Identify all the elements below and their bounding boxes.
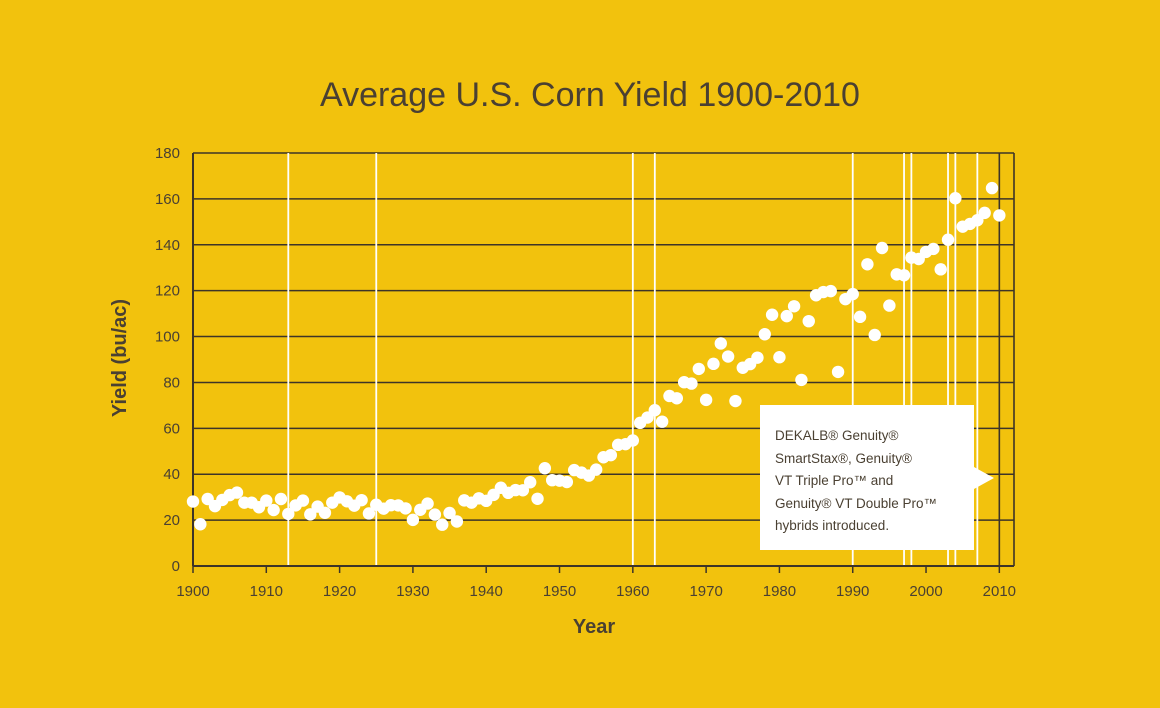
y-tick-label: 60	[163, 420, 180, 437]
data-point	[883, 299, 896, 312]
data-point	[861, 258, 874, 271]
data-point	[787, 300, 801, 313]
y-tick-label: 0	[172, 558, 180, 575]
data-point	[670, 392, 684, 405]
data-point	[428, 508, 442, 521]
data-point	[186, 495, 200, 508]
data-point	[993, 209, 1006, 222]
x-tick-label: 1990	[836, 583, 869, 600]
data-point	[773, 351, 786, 364]
x-axis-label: Year	[573, 616, 615, 638]
x-tick-label: 1920	[323, 583, 356, 600]
data-point	[729, 394, 742, 408]
data-point	[868, 328, 881, 342]
data-point	[230, 486, 244, 499]
data-point	[831, 365, 845, 379]
data-point	[531, 492, 544, 505]
data-point	[802, 314, 815, 328]
data-point	[589, 463, 603, 476]
annotation-line: DEKALB® Genuity®	[775, 428, 899, 443]
x-tick-label: 1960	[616, 583, 649, 600]
data-point	[626, 434, 640, 447]
y-tick-label: 140	[155, 237, 180, 254]
annotation-line: Genuity® VT Double Pro™	[775, 495, 938, 511]
vertical-marker-lines	[287, 153, 1015, 566]
data-point	[714, 337, 727, 350]
annotation-line: SmartStax®, Genuity®	[775, 450, 912, 466]
data-point	[443, 506, 456, 520]
data-point	[685, 377, 698, 390]
grid-lines	[193, 152, 1014, 567]
data-point	[795, 373, 808, 387]
data-point	[692, 362, 705, 376]
data-point	[355, 493, 368, 507]
y-tick-labels: 0 20 40 60 80 100 120 140 160 180	[155, 145, 180, 575]
y-tick-label: 100	[155, 329, 180, 346]
data-point	[648, 404, 662, 417]
x-tick-label: 1980	[763, 583, 796, 600]
data-point	[304, 508, 317, 521]
data-point	[260, 494, 273, 507]
data-point	[780, 309, 793, 323]
data-point	[318, 506, 332, 519]
data-point	[978, 206, 991, 220]
data-point	[934, 263, 947, 276]
data-point	[399, 502, 412, 515]
data-point	[450, 515, 464, 528]
y-tick-label: 160	[155, 191, 180, 208]
data-point	[516, 484, 530, 497]
data-point	[875, 241, 889, 255]
data-point	[421, 497, 434, 510]
data-point	[824, 284, 837, 298]
data-point	[758, 328, 771, 341]
annotation-line: hybrids introduced.	[775, 518, 890, 533]
data-point	[362, 507, 376, 520]
data-point	[436, 518, 449, 531]
data-point	[267, 503, 280, 517]
y-tick-label: 80	[163, 374, 180, 391]
data-point	[699, 393, 713, 407]
annotation-callout: DEKALB® Genuity® SmartStax®, Genuity® VT…	[760, 405, 974, 550]
y-tick-label: 120	[155, 283, 180, 300]
data-point	[194, 518, 207, 531]
data-point	[985, 181, 999, 195]
x-tick-label: 1900	[176, 583, 209, 600]
data-point	[296, 494, 310, 507]
x-tick-label: 1930	[396, 583, 429, 600]
chart-title: Average U.S. Corn Yield 1900-2010	[320, 76, 860, 114]
data-point	[538, 462, 552, 475]
data-point	[523, 476, 537, 489]
data-point	[655, 415, 669, 428]
data-point	[949, 192, 962, 205]
data-point	[721, 350, 735, 363]
data-point	[897, 269, 911, 282]
data-point	[274, 492, 288, 506]
y-axis-label: Yield (bu/ac)	[109, 299, 131, 417]
x-tick-label: 1970	[689, 583, 722, 600]
data-point	[751, 351, 764, 364]
data-point	[765, 308, 779, 321]
x-tick-label: 1950	[543, 583, 576, 600]
data-point	[406, 513, 420, 527]
data-point	[927, 242, 940, 256]
y-tick-label: 40	[163, 466, 180, 483]
data-point	[846, 287, 859, 301]
x-tick-label: 2010	[983, 583, 1016, 600]
data-points	[186, 181, 1006, 531]
data-point	[282, 507, 295, 521]
data-point	[853, 310, 867, 324]
x-tick-label: 1910	[250, 583, 283, 600]
data-point	[604, 448, 618, 462]
y-tick-label: 180	[155, 145, 180, 162]
callout-pointer	[974, 467, 994, 489]
y-tick-label: 20	[163, 512, 180, 529]
data-point	[707, 357, 720, 371]
annotation-line: VT Triple Pro™ and	[775, 473, 894, 488]
x-tick-labels: 1900 1910 1920 1930 1940 1950 1960 1970 1980 1990…	[176, 566, 1016, 600]
data-point	[941, 233, 955, 246]
x-tick-label: 1940	[470, 583, 503, 600]
x-tick-label: 2000	[909, 583, 942, 600]
data-point	[560, 475, 574, 489]
